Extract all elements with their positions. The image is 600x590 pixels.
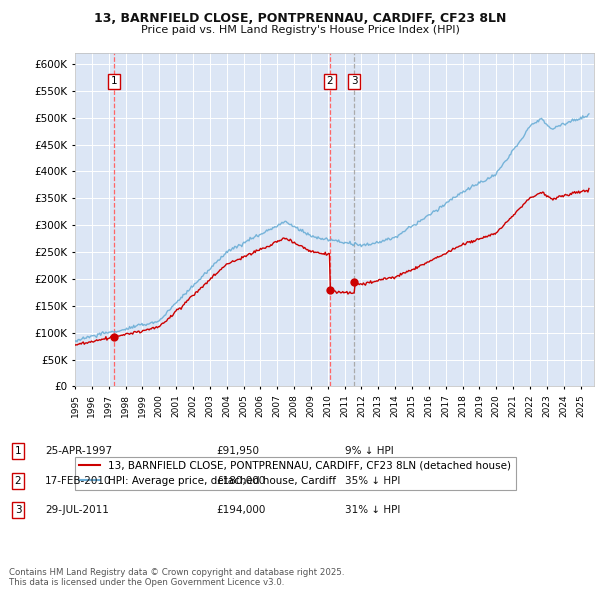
Text: 2: 2 <box>14 476 22 486</box>
Text: 9% ↓ HPI: 9% ↓ HPI <box>345 447 394 456</box>
Text: 3: 3 <box>351 77 358 86</box>
Text: 29-JUL-2011: 29-JUL-2011 <box>45 506 109 515</box>
Text: £194,000: £194,000 <box>216 506 265 515</box>
Text: 3: 3 <box>14 506 22 515</box>
Text: Contains HM Land Registry data © Crown copyright and database right 2025.
This d: Contains HM Land Registry data © Crown c… <box>9 568 344 587</box>
Legend: 13, BARNFIELD CLOSE, PONTPRENNAU, CARDIFF, CF23 8LN (detached house), HPI: Avera: 13, BARNFIELD CLOSE, PONTPRENNAU, CARDIF… <box>75 457 515 490</box>
Text: 1: 1 <box>14 447 22 456</box>
Text: 17-FEB-2010: 17-FEB-2010 <box>45 476 112 486</box>
Text: Price paid vs. HM Land Registry's House Price Index (HPI): Price paid vs. HM Land Registry's House … <box>140 25 460 35</box>
Text: £91,950: £91,950 <box>216 447 259 456</box>
Text: 35% ↓ HPI: 35% ↓ HPI <box>345 476 400 486</box>
Text: 25-APR-1997: 25-APR-1997 <box>45 447 112 456</box>
Text: 13, BARNFIELD CLOSE, PONTPRENNAU, CARDIFF, CF23 8LN: 13, BARNFIELD CLOSE, PONTPRENNAU, CARDIF… <box>94 12 506 25</box>
Text: 1: 1 <box>110 77 117 86</box>
Text: £180,000: £180,000 <box>216 476 265 486</box>
Text: 31% ↓ HPI: 31% ↓ HPI <box>345 506 400 515</box>
Text: 2: 2 <box>326 77 333 86</box>
